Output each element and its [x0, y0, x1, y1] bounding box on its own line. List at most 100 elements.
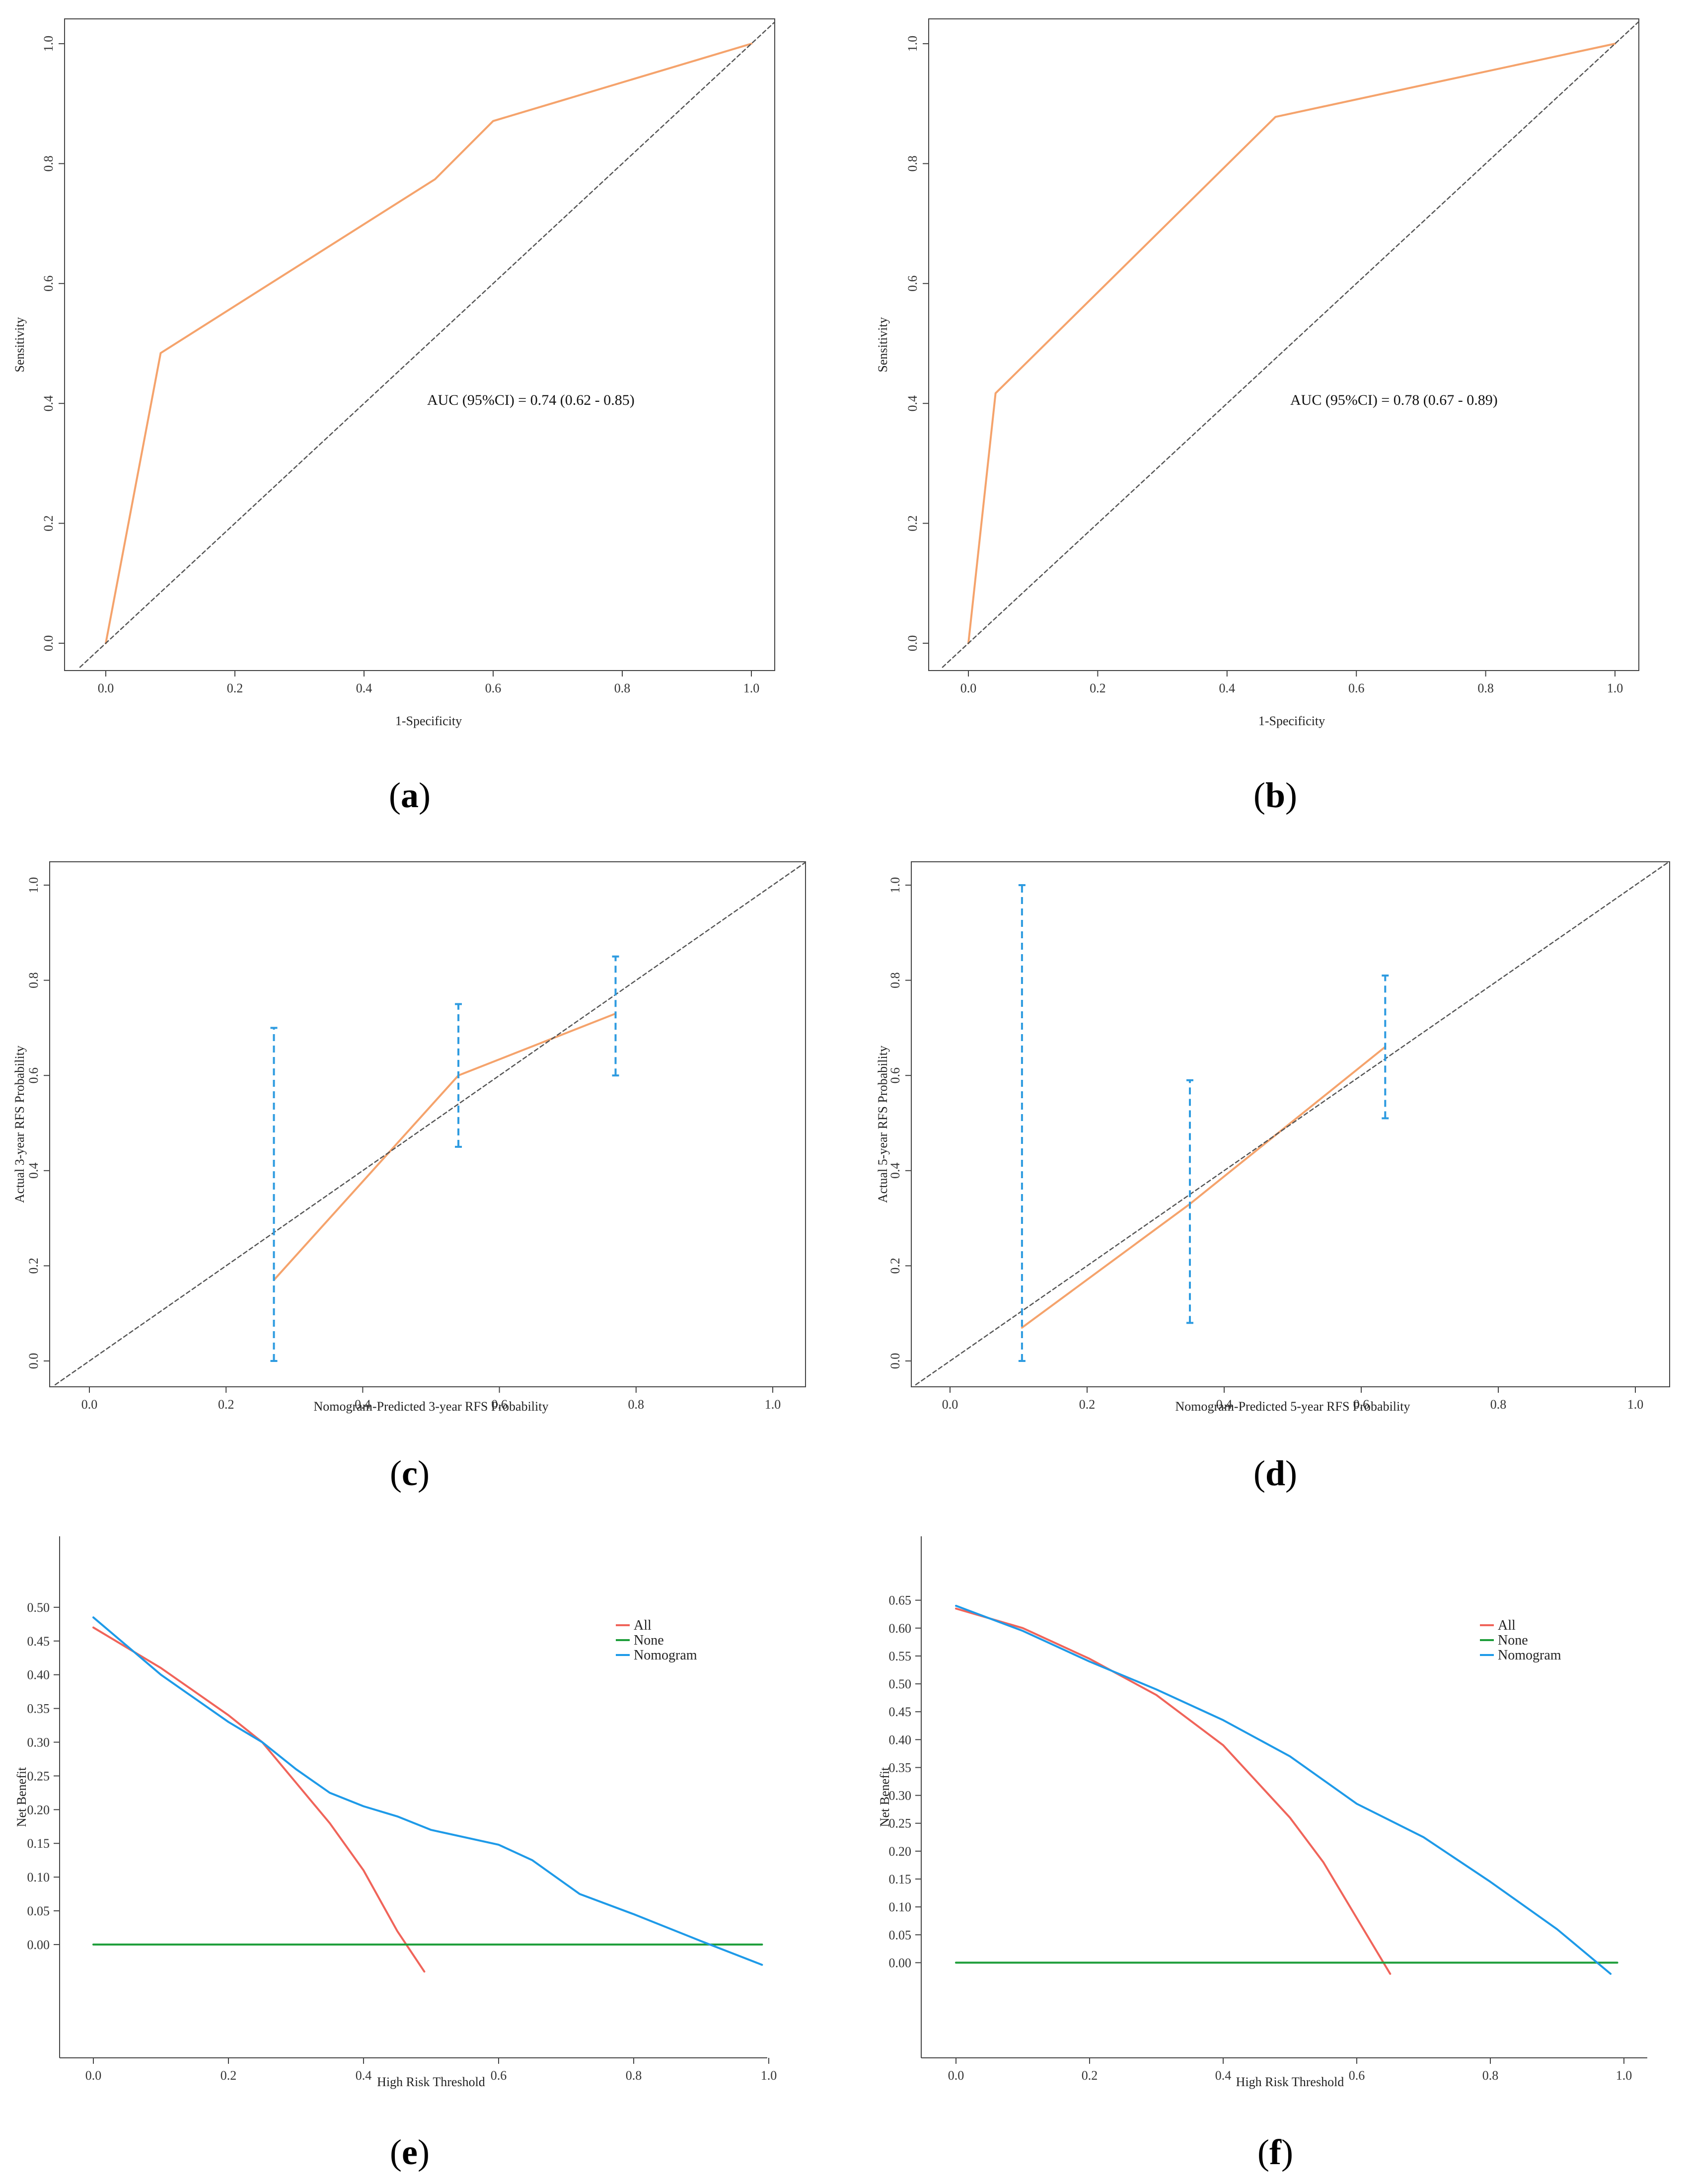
y-tick-label: 0.15	[889, 1872, 912, 1886]
y-tick-label: 0.8	[41, 155, 56, 172]
plot-area	[955, 1604, 1618, 1975]
y-tick-label: 0.45	[889, 1705, 912, 1719]
x-tick-label: 0.4	[1219, 681, 1236, 695]
y-tick-label: 0.2	[888, 1258, 902, 1274]
series-line-calibration	[1021, 1046, 1387, 1329]
y-tick-label: 0.55	[889, 1649, 912, 1663]
x-tick-label: 0.4	[355, 1397, 371, 1412]
y-axis-label: Net Benefit	[14, 1767, 29, 1827]
x-tick-label: 1.0	[1627, 1397, 1644, 1412]
panel-label: (d)	[1253, 1453, 1297, 1493]
y-tick-label: 0.6	[41, 276, 56, 292]
y-tick-label: 0.20	[27, 1803, 50, 1817]
x-tick-label: 0.8	[1477, 681, 1494, 695]
legend-label-all: All	[634, 1618, 652, 1633]
series-line-roc	[967, 43, 1616, 644]
y-tick-label: 0.40	[889, 1732, 912, 1747]
panel-label-close-paren: )	[418, 1453, 430, 1493]
x-tick-label: 0.2	[1090, 681, 1106, 695]
y-axis-label: Net Benefit	[878, 1767, 892, 1827]
x-tick-label: 1.0	[743, 681, 760, 695]
y-tick-label: 0.0	[26, 1353, 41, 1369]
x-tick-label: 0.6	[491, 2068, 507, 2083]
series-line-roc	[105, 43, 752, 644]
plot-area	[915, 862, 1670, 1386]
x-tick-label: 0.0	[948, 2068, 964, 2083]
series-line-reference	[942, 20, 1639, 668]
y-tick-label: 0.40	[27, 1668, 50, 1682]
x-tick-label: 0.2	[227, 681, 243, 695]
y-tick-label: 0.50	[889, 1677, 912, 1691]
panel-label-close-paren: )	[418, 2132, 430, 2172]
x-tick-label: 1.0	[1607, 681, 1623, 695]
y-tick-label: 0.4	[888, 1163, 902, 1179]
y-tick-label: 0.2	[26, 1258, 41, 1274]
panel-label-letter: c	[402, 1453, 418, 1493]
panel-label-open-paren: (	[1253, 1453, 1265, 1493]
y-tick-label: 0.10	[889, 1900, 912, 1914]
y-tick-label: 0.10	[27, 1870, 50, 1884]
panel-label-letter: b	[1265, 775, 1285, 815]
y-axis-label: Sensitivity	[876, 317, 890, 372]
y-tick-label: 0.0	[41, 635, 56, 652]
y-tick-label: 0.45	[27, 1634, 50, 1649]
chart-panel-a: 0.0 0.2 0.4 0.6 0.8 1.0 0.0 0.2 0.4 0.6 0.8 1.0 1-Sp…	[12, 18, 775, 815]
panel-label-letter: e	[402, 2132, 418, 2172]
series-line-reference	[54, 862, 806, 1386]
y-tick-label: 0.00	[889, 1956, 912, 1970]
series-line-nomogram	[92, 1616, 763, 1966]
panel-label-letter: d	[1265, 1453, 1285, 1493]
x-tick-label: 1.0	[761, 2068, 777, 2083]
x-tick-label: 0.4	[1215, 2068, 1232, 2083]
series-line-calibration	[273, 1012, 617, 1281]
x-axis-label: Nomogram-Predicted 5-year RFS Probabilit…	[1175, 1399, 1410, 1414]
y-tick-label: 0.8	[905, 155, 920, 172]
x-tick-label: 0.8	[628, 1397, 645, 1412]
x-axis-label: 1-Specificity	[1258, 714, 1325, 728]
legend-label-none: None	[634, 1633, 664, 1648]
panel-label: (b)	[1253, 775, 1297, 815]
x-tick-label: 0.4	[356, 2068, 372, 2083]
panel-label: (f)	[1257, 2132, 1293, 2172]
plot-frame	[64, 18, 775, 671]
panel-label-close-paren: )	[419, 775, 431, 815]
x-axis-label: High Risk Threshold	[377, 2075, 485, 2089]
panel-label-letter: f	[1269, 2132, 1282, 2172]
x-axis-label: Nomogram-Predicted 3-year RFS Probabilit…	[314, 1399, 549, 1414]
y-tick-label: 0.50	[27, 1600, 50, 1615]
x-tick-label: 0.6	[1349, 2068, 1365, 2083]
y-tick-label: 1.0	[905, 36, 920, 52]
x-tick-label: 1.0	[765, 1397, 781, 1412]
x-tick-label: 0.6	[485, 681, 502, 695]
y-tick-label: 0.05	[27, 1904, 50, 1918]
y-tick-label: 0.4	[905, 395, 920, 412]
y-tick-label: 0.25	[27, 1769, 50, 1783]
x-tick-label: 0.2	[218, 1397, 234, 1412]
x-tick-label: 0.6	[1348, 681, 1365, 695]
y-tick-label: 0.30	[889, 1789, 912, 1803]
panel-label-close-paren: )	[1281, 2132, 1293, 2172]
y-tick-label: 0.20	[889, 1844, 912, 1859]
x-tick-label: 0.2	[1082, 2068, 1098, 2083]
legend-label-all: All	[1498, 1618, 1516, 1633]
y-tick-label: 0.8	[26, 972, 41, 988]
x-tick-label: 0.0	[81, 1397, 98, 1412]
x-tick-label: 0.4	[356, 681, 372, 695]
chart-panel-b: 0.0 0.2 0.4 0.6 0.8 1.0 0.0 0.2 0.4 0.6 0.8 1.0 1-Sp…	[876, 18, 1639, 815]
y-tick-label: 0.2	[41, 515, 56, 531]
legend-label-nomogram: Nomogram	[634, 1648, 697, 1663]
y-tick-label: 0.60	[889, 1621, 912, 1636]
plot-frame	[911, 861, 1670, 1387]
x-tick-label: 0.8	[1482, 2068, 1499, 2083]
y-tick-label: 0.00	[27, 1938, 50, 1952]
x-tick-label: 0.2	[220, 2068, 237, 2083]
panel-label-letter: a	[401, 775, 419, 815]
x-axis-label: 1-Specificity	[395, 714, 462, 728]
x-tick-label: 0.0	[942, 1397, 958, 1412]
y-tick-label: 0.6	[905, 276, 920, 292]
x-tick-label: 0.6	[491, 1397, 508, 1412]
panel-label-open-paren: (	[1253, 775, 1265, 815]
x-tick-label: 1.0	[1616, 2068, 1632, 2083]
